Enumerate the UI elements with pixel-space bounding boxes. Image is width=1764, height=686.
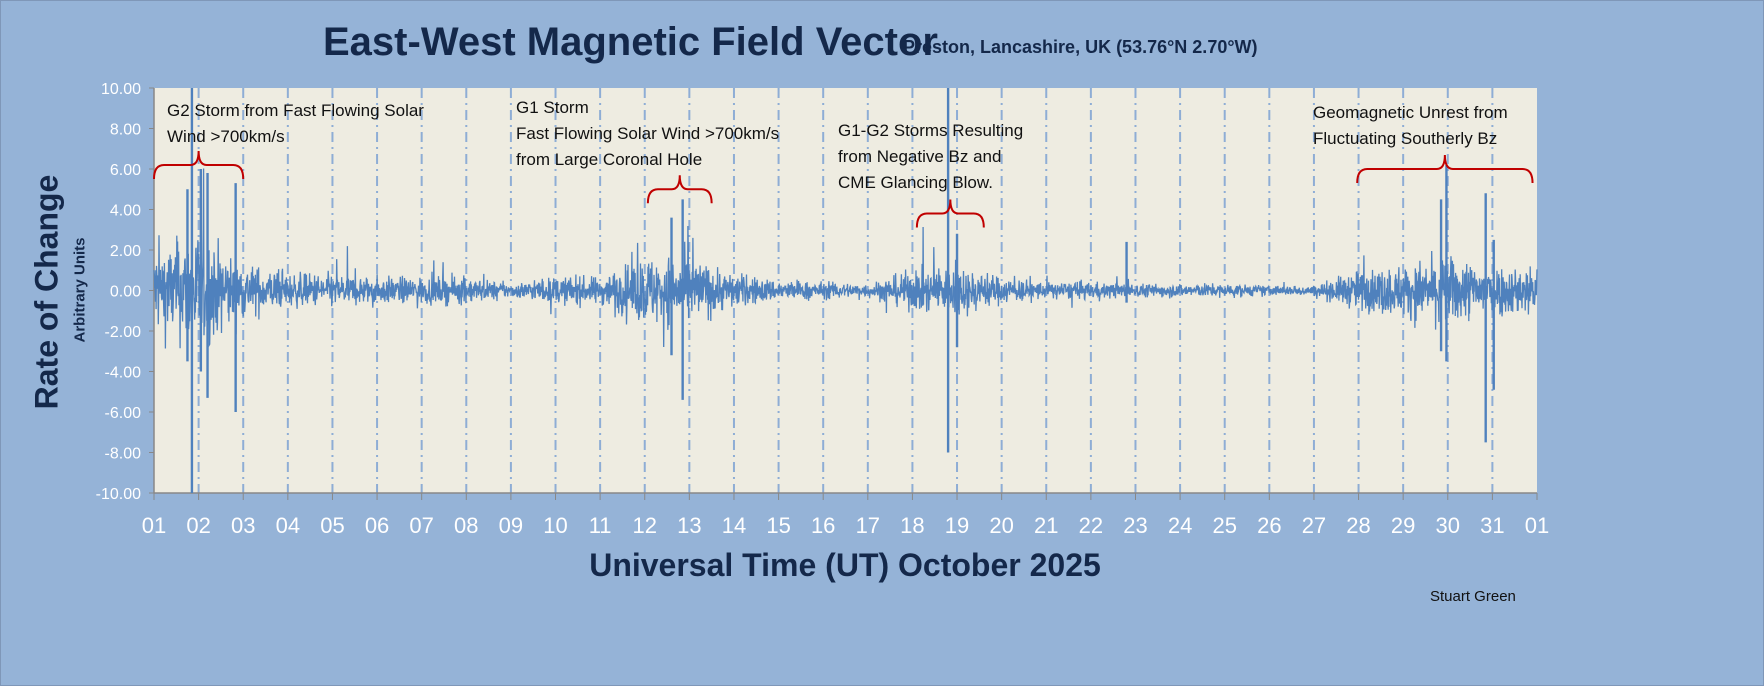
x-tick-label: 25 — [1212, 513, 1236, 538]
x-tick-label: 03 — [231, 513, 255, 538]
annotation-g1-storm: G1 Storm Fast Flowing Solar Wind >700km/… — [516, 95, 779, 173]
x-tick-label: 16 — [811, 513, 835, 538]
annotation-brace — [646, 175, 713, 204]
x-tick-label: 07 — [409, 513, 433, 538]
y-tick-label: 0.00 — [110, 284, 141, 301]
x-tick-label: 21 — [1034, 513, 1058, 538]
x-tick-label: 02 — [186, 513, 210, 538]
annotation-line: Fast Flowing Solar Wind >700km/s — [516, 124, 780, 143]
annotation-line: from Large Coronal Hole — [516, 150, 703, 169]
y-tick-label: 4.00 — [110, 203, 141, 220]
x-tick-label: 27 — [1302, 513, 1326, 538]
chart-subtitle: Preston, Lancashire, UK (53.76°N 2.70°W) — [903, 37, 1258, 57]
y-tick-label: -10.00 — [96, 486, 141, 503]
x-tick-label: 30 — [1436, 513, 1460, 538]
annotation-line: G1 Storm — [516, 98, 589, 117]
annotation-line: Wind >700km/s — [167, 127, 285, 146]
x-tick-label: 29 — [1391, 513, 1415, 538]
data-series-line — [153, 168, 1538, 349]
annotation-line: from Negative Bz and — [838, 147, 1002, 166]
x-tick-label: 05 — [320, 513, 344, 538]
x-tick-label: 06 — [365, 513, 389, 538]
x-tick-label: 01 — [142, 513, 166, 538]
x-tick-label: 22 — [1079, 513, 1103, 538]
x-tick-label: 18 — [900, 513, 924, 538]
annotation-line: G1-G2 Storms Resulting — [838, 121, 1024, 140]
x-tick-label: 10 — [543, 513, 567, 538]
x-tick-label: 23 — [1123, 513, 1147, 538]
y-tick-label: -2.00 — [105, 324, 142, 341]
x-tick-label: 14 — [722, 513, 746, 538]
x-tick-label: 13 — [677, 513, 701, 538]
y-tick-label: 8.00 — [110, 122, 141, 139]
x-tick-label: 01 — [1525, 513, 1549, 538]
chart-title: East-West Magnetic Field Vector — [323, 20, 938, 64]
x-tick-label: 24 — [1168, 513, 1192, 538]
x-tick-label: 15 — [766, 513, 790, 538]
y-tick-label: 6.00 — [110, 162, 141, 179]
x-tick-label: 26 — [1257, 513, 1281, 538]
y-tick-label: -4.00 — [105, 365, 142, 382]
annotation-brace — [1356, 154, 1534, 184]
annotation-g1-g2-storms: G1-G2 Storms Resulting from Negative Bz … — [838, 118, 1023, 196]
annotation-line: Geomagnetic Unrest from — [1313, 103, 1508, 122]
annotation-g2-storm: G2 Storm from Fast Flowing Solar Wind >7… — [167, 98, 424, 150]
x-tick-label: 17 — [856, 513, 880, 538]
x-tick-label: 09 — [499, 513, 523, 538]
annotation-brace — [915, 199, 985, 228]
y-tick-label: -8.00 — [105, 446, 142, 463]
y-tick-label: 2.00 — [110, 243, 141, 260]
author-credit: Stuart Green — [1430, 588, 1516, 605]
x-tick-label: 11 — [589, 513, 612, 538]
x-tick-label: 08 — [454, 513, 478, 538]
y-tick-label: -6.00 — [105, 405, 142, 422]
y-tick-label: 10.00 — [101, 81, 141, 98]
x-tick-label: 04 — [276, 513, 300, 538]
annotation-brace — [153, 150, 245, 179]
x-axis-label: Universal Time (UT) October 2025 — [589, 547, 1101, 583]
annotation-geomagnetic-unrest: Geomagnetic Unrest from Fluctuating Sout… — [1313, 100, 1508, 152]
x-tick-label: 31 — [1480, 513, 1504, 538]
annotation-line: G2 Storm from Fast Flowing Solar — [167, 101, 424, 120]
x-tick-label: 28 — [1346, 513, 1370, 538]
x-tick-label: 12 — [632, 513, 656, 538]
annotation-line: Fluctuating Southerly Bz — [1313, 129, 1498, 148]
annotation-line: CME Glancing Blow. — [838, 173, 993, 192]
x-tick-label: 19 — [945, 513, 969, 538]
x-tick-label: 20 — [989, 513, 1013, 538]
